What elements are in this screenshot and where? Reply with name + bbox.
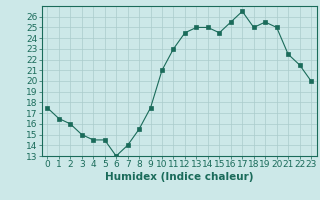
X-axis label: Humidex (Indice chaleur): Humidex (Indice chaleur) bbox=[105, 172, 253, 182]
